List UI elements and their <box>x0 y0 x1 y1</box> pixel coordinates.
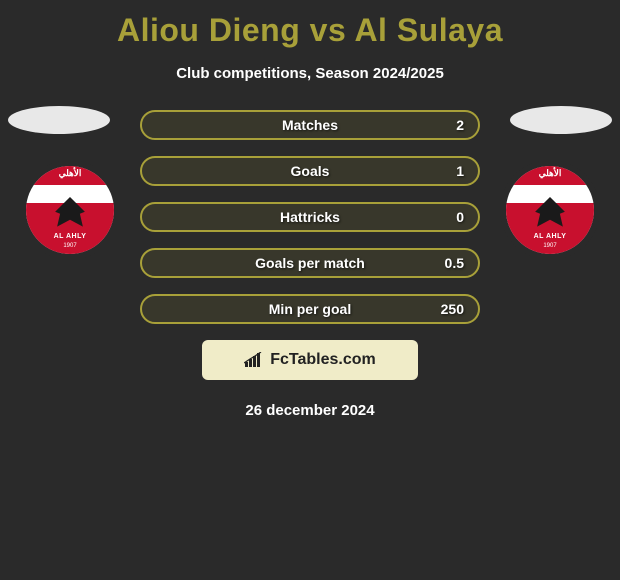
stat-row: Hattricks 0 <box>140 202 480 232</box>
badge-year-right: 1907 <box>506 243 594 249</box>
stats-list: Matches 2 Goals 1 Hattricks 0 Goals per match 0… <box>140 110 480 324</box>
stat-label: Matches <box>282 117 338 133</box>
branding-badge: FcTables.com <box>202 340 418 380</box>
comparison-date: 26 december 2024 <box>0 402 620 419</box>
player-photo-right <box>510 106 612 134</box>
badge-arabic-left: الأهلي <box>26 168 114 179</box>
stat-value: 250 <box>441 301 464 317</box>
player-photo-left <box>8 106 110 134</box>
eagle-icon <box>44 192 97 232</box>
badge-name-left: AL AHLY <box>26 233 114 240</box>
comparison-content: الأهلي AL AHLY 1907 الأهلي AL AHLY 1907 … <box>0 110 620 419</box>
stat-value: 2 <box>456 117 464 133</box>
stat-row: Matches 2 <box>140 110 480 140</box>
chart-icon <box>244 352 264 368</box>
badge-name-right: AL AHLY <box>506 233 594 240</box>
comparison-title: Aliou Dieng vs Al Sulaya <box>0 0 620 49</box>
badge-arabic-right: الأهلي <box>506 168 594 179</box>
stat-value: 1 <box>456 163 464 179</box>
stat-row: Min per goal 250 <box>140 294 480 324</box>
badge-year-left: 1907 <box>26 243 114 249</box>
stat-value: 0.5 <box>445 255 464 271</box>
stat-value: 0 <box>456 209 464 225</box>
stat-label: Goals per match <box>255 255 365 271</box>
stat-label: Hattricks <box>280 209 340 225</box>
stat-row: Goals 1 <box>140 156 480 186</box>
comparison-subtitle: Club competitions, Season 2024/2025 <box>0 65 620 82</box>
stat-label: Min per goal <box>269 301 351 317</box>
club-badge-left: الأهلي AL AHLY 1907 <box>20 160 120 260</box>
branding-text: FcTables.com <box>270 351 376 369</box>
club-badge-right: الأهلي AL AHLY 1907 <box>500 160 600 260</box>
stat-row: Goals per match 0.5 <box>140 248 480 278</box>
eagle-icon <box>524 192 577 232</box>
stat-label: Goals <box>291 163 330 179</box>
